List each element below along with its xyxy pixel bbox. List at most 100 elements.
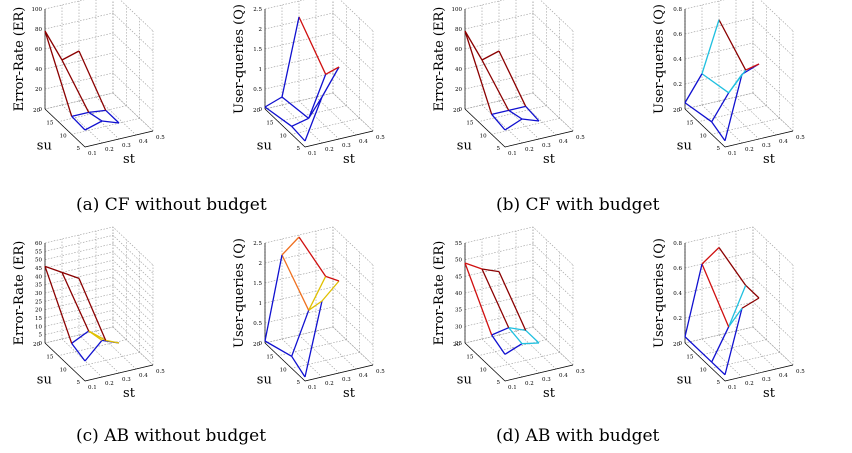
tick-label-su: 20 xyxy=(253,108,260,114)
surface-edge xyxy=(321,66,340,98)
gridline-st-floor xyxy=(735,330,777,370)
axis-label-st: st xyxy=(763,386,776,401)
axis-label-z: Error-Rate (ER) xyxy=(432,7,447,112)
surface-edge xyxy=(44,30,73,117)
axis-label-z: Error-Rate (ER) xyxy=(432,241,447,346)
gridline-su-floor xyxy=(491,352,560,369)
surface-edge xyxy=(724,74,743,141)
gridline-su-floor xyxy=(698,339,767,356)
gridline-st-floor xyxy=(718,100,760,140)
tick-label-z: 50 xyxy=(455,258,462,264)
surface-edge xyxy=(701,19,720,74)
tick-label-z: 1.5 xyxy=(253,281,262,287)
surface-edge xyxy=(481,59,510,111)
tick-label-st: 0.3 xyxy=(122,377,131,383)
tick-label-su: 20 xyxy=(453,108,460,114)
tick-label-z: 2.5 xyxy=(253,241,262,247)
axis-st xyxy=(504,364,574,382)
tick-label-su: 10 xyxy=(480,133,487,139)
tick-label-z: 0.5 xyxy=(253,87,262,93)
gridline-st-floor xyxy=(281,338,323,378)
tick-label-z: 20 xyxy=(35,87,42,93)
surface-edge xyxy=(264,96,283,108)
tick-label-st: 0.3 xyxy=(762,377,771,383)
axis-label-su: su xyxy=(257,138,272,153)
tick-label-su: 20 xyxy=(253,342,260,348)
tick-label-su: 15 xyxy=(686,355,693,361)
surface-edge xyxy=(71,342,86,362)
gridline-su-floor xyxy=(684,92,754,110)
tick-label-st: 0.4 xyxy=(559,139,568,145)
gridline-st-floor xyxy=(515,330,557,370)
gridline-z xyxy=(464,0,574,32)
tick-label-st: 0.4 xyxy=(359,373,368,379)
gridline-st-floor xyxy=(298,100,340,140)
tick-label-su: 20 xyxy=(673,342,680,348)
surface-edge xyxy=(291,355,306,378)
tick-label-su: 20 xyxy=(453,342,460,348)
caption-b: (b) CF with budget xyxy=(496,195,660,215)
surface-edge xyxy=(464,30,493,115)
gridline-st-floor xyxy=(61,104,103,144)
gridline-z xyxy=(44,310,154,349)
subplot-b-er: 0204060801000.10.20.30.40.55101520Error-… xyxy=(432,0,585,167)
axis-su xyxy=(264,342,306,382)
gridline-z xyxy=(264,12,374,52)
tick-label-st: 0.5 xyxy=(376,135,385,141)
tick-label-su: 5 xyxy=(717,380,721,386)
surface-edge xyxy=(44,265,63,273)
tick-label-st: 0.2 xyxy=(525,147,534,153)
axis-st xyxy=(504,130,574,148)
gridline-su-floor xyxy=(478,105,547,122)
subplot-c-q: 0 0.5 1 1.5 2 2.5 0.1 0.2 0.3 0.4 0.5 5 10 15 20 User-q… xyxy=(232,226,385,401)
tick-label-z: 2 xyxy=(259,27,263,33)
gridline-st-floor xyxy=(112,92,154,132)
gridline-z xyxy=(264,246,374,286)
gridline-z xyxy=(44,72,154,112)
tick-label-z: 0.2 xyxy=(673,316,682,322)
tick-label-z: 1 xyxy=(259,301,263,307)
surface-edge xyxy=(711,361,726,376)
surface-edge xyxy=(264,340,292,357)
tick-label-st: 0.5 xyxy=(156,369,165,375)
gridline-su-floor xyxy=(264,92,334,110)
axis-su xyxy=(44,342,86,382)
gridline-st-floor xyxy=(701,338,743,378)
surface-edge xyxy=(728,69,747,94)
gridline-su-floor xyxy=(44,326,114,344)
tick-label-z: 20 xyxy=(455,87,462,93)
tick-label-z: 100 xyxy=(452,7,463,13)
gridline-st-floor xyxy=(481,104,523,144)
tick-label-z: 40 xyxy=(35,274,42,280)
surface-edge xyxy=(745,63,760,71)
tick-label-z: 0.5 xyxy=(253,321,262,327)
tick-label-su: 5 xyxy=(497,146,501,152)
surface-edge xyxy=(508,327,523,345)
gridline-z xyxy=(44,32,154,72)
surface-edge xyxy=(264,254,283,342)
surface-edge xyxy=(491,109,509,115)
gridline-z xyxy=(44,276,154,316)
tick-label-su: 15 xyxy=(46,355,53,361)
tick-label-z: 0 xyxy=(259,341,263,347)
gridline-su-floor xyxy=(478,339,547,356)
tick-label-z: 0 xyxy=(679,107,683,113)
gridline-su-floor xyxy=(684,326,754,344)
tick-label-z: 55 xyxy=(35,249,42,255)
surface-edge xyxy=(291,310,310,357)
surface-edge xyxy=(44,30,63,61)
axis-label-st: st xyxy=(123,386,136,401)
surface-edge xyxy=(464,262,493,336)
axis-su xyxy=(464,108,506,148)
gridline-z xyxy=(464,226,574,266)
tick-label-z: 2.5 xyxy=(253,7,262,13)
tick-label-st: 0.4 xyxy=(559,373,568,379)
tick-label-st: 0.5 xyxy=(796,369,805,375)
gridline-z xyxy=(44,226,154,266)
surface-edge xyxy=(491,113,506,131)
tick-label-st: 0.5 xyxy=(576,135,585,141)
surface-edge xyxy=(728,285,747,328)
surface-edge xyxy=(88,330,106,341)
subplot-c-er: 0 5 10 15 20 25 30 35 40 45 50 55 60 0.1 0.2 0.3 0.4 0.5 5… xyxy=(12,226,165,401)
gridline-st-floor xyxy=(752,92,794,132)
